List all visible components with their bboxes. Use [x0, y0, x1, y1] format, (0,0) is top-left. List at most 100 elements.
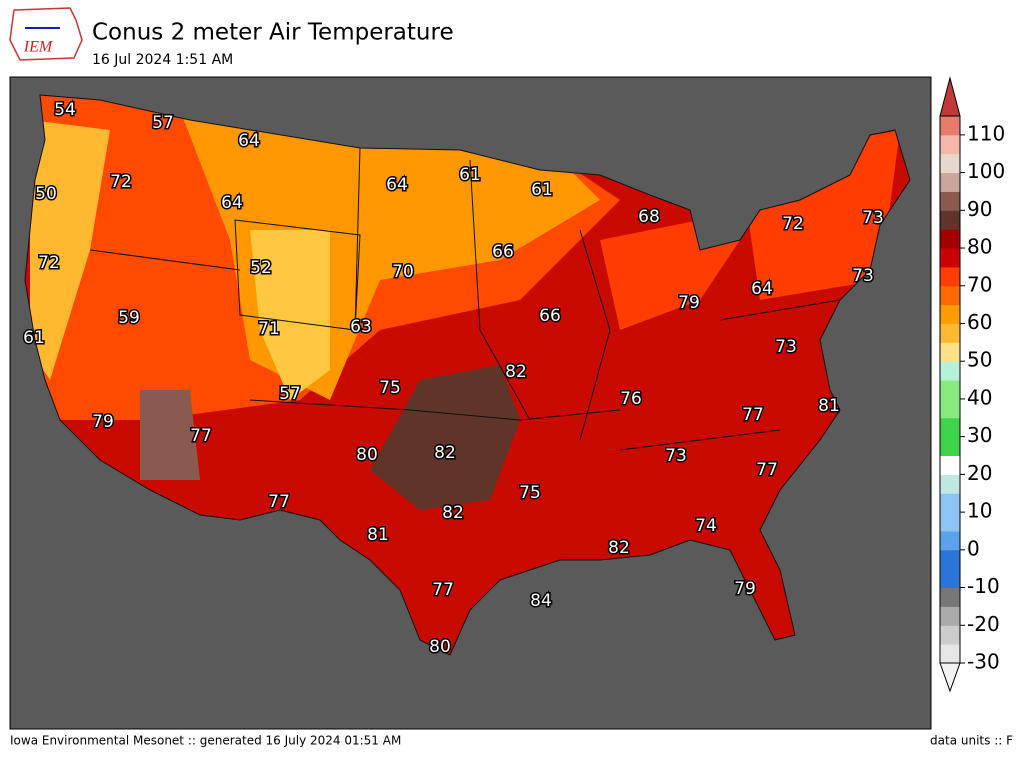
colorbar-tick-label: 80 [967, 235, 992, 259]
station-label: 77 [742, 405, 764, 425]
station-label: 79 [734, 579, 756, 599]
colorbar-segment [940, 361, 960, 381]
station-label: 61 [23, 328, 45, 348]
station-label: 77 [268, 492, 290, 512]
colorbar-segment [940, 323, 960, 343]
station-labels: 54 57 64 72 50 64 64 61 61 68 72 73 72 52 70 66 73 64 59 71… [22, 99, 886, 659]
station-label: 50 [35, 184, 57, 204]
station-label: 64 [751, 279, 773, 299]
station-label: 77 [756, 460, 778, 480]
station-label: 64 [238, 131, 260, 151]
colorbar-tick-label: 70 [967, 272, 992, 296]
subtitle: 16 Jul 2024 1:51 AM [92, 52, 233, 68]
colorbar-tick-label: 100 [967, 159, 1005, 183]
station-label: 57 [279, 384, 301, 404]
colorbar-tick-label: 50 [967, 348, 992, 372]
station-label: 64 [221, 193, 243, 213]
station-label: 66 [492, 242, 514, 262]
colorbar-segment [940, 229, 960, 249]
colorbar-segment [940, 285, 960, 306]
station-label: 84 [530, 591, 552, 611]
station-label: 72 [110, 172, 132, 192]
colorbar-segment [940, 549, 960, 570]
colorbar-segment [940, 512, 960, 532]
station-label: 81 [367, 525, 389, 545]
colorbar-tick-label: 40 [967, 385, 992, 409]
station-label: 77 [432, 580, 454, 600]
colorbar-segment [940, 304, 960, 324]
station-label: 82 [505, 362, 527, 382]
colorbar-tick-label: 90 [967, 197, 992, 221]
station-label: 68 [638, 207, 660, 227]
map: 54 57 64 72 50 64 64 61 61 68 72 73 72 52 70 66 73 64 59 71… [9, 76, 932, 730]
station-label: 79 [678, 293, 700, 313]
colorbar-tick-label: 60 [967, 310, 992, 334]
station-label: 77 [190, 426, 212, 446]
station-label: 82 [608, 538, 630, 558]
station-label: 75 [519, 483, 541, 503]
colorbar-segment [940, 530, 960, 551]
colorbar-high [939, 76, 961, 117]
footer-left: Iowa Environmental Mesonet :: generated … [10, 734, 401, 748]
colorbar-tick-label: 110 [967, 121, 1005, 145]
colorbar-low [939, 662, 961, 693]
station-label: 63 [350, 317, 372, 337]
colorbar-segment [940, 606, 960, 626]
station-label: 73 [862, 208, 884, 228]
colorbar-segment [940, 210, 960, 230]
colorbar: -30 -20 -10 0 10 20 30 40 50 60 70 80 90 100 110 [939, 76, 1005, 693]
station-label: 72 [782, 214, 804, 234]
colorbar-tick-label: 0 [967, 536, 980, 560]
station-label: 57 [152, 113, 174, 133]
colorbar-segment [940, 474, 960, 494]
colorbar-tick-label: 20 [967, 461, 992, 485]
logo-text: IEM [23, 39, 54, 56]
station-label: 61 [531, 180, 553, 200]
logo: IEM [9, 7, 83, 61]
colorbar-segment [940, 153, 960, 174]
station-label: 59 [118, 308, 140, 328]
colorbar-frame [939, 115, 961, 664]
station-label: 71 [258, 319, 280, 339]
station-label: 66 [539, 306, 561, 326]
colorbar-segment [940, 266, 960, 287]
title: Conus 2 meter Air Temperature [92, 20, 454, 46]
station-label: 81 [818, 396, 840, 416]
station-label: 64 [386, 175, 408, 195]
station-label: 73 [852, 266, 874, 286]
colorbar-segment [940, 248, 960, 268]
colorbar-tick-label: -10 [967, 574, 1000, 598]
colorbar-segment [940, 587, 960, 607]
colorbar-segment [940, 398, 960, 419]
state-borders [89, 147, 841, 451]
colorbar-segment [940, 134, 960, 155]
station-label: 72 [38, 253, 60, 273]
colorbar-segment [940, 380, 960, 400]
colorbar-segment [940, 568, 960, 589]
colorbar-segment [940, 436, 960, 457]
station-label: 82 [434, 443, 456, 463]
station-label: 74 [695, 516, 717, 536]
colorbar-segment [940, 342, 960, 362]
footer-right: data units :: F [930, 734, 1013, 748]
station-label: 82 [442, 503, 464, 523]
colorbar-segment [940, 625, 960, 645]
station-label: 79 [92, 412, 114, 432]
colorbar-tick-label: -20 [967, 612, 1000, 636]
colorbar-segment [940, 116, 960, 136]
station-label: 73 [775, 337, 797, 357]
station-label: 76 [620, 389, 642, 409]
station-label: 54 [54, 100, 76, 120]
colorbar-segment [940, 644, 960, 664]
station-label: 80 [356, 445, 378, 465]
station-label: 61 [459, 165, 481, 185]
colorbar-tick-label: 10 [967, 499, 992, 523]
colorbar-segment [940, 455, 960, 475]
station-label: 52 [250, 258, 272, 278]
colorbar-tick-label: 30 [967, 423, 992, 447]
station-label: 73 [665, 446, 687, 466]
colorbar-segment [940, 191, 960, 211]
station-label: 80 [429, 637, 451, 657]
logo-outline [9, 7, 83, 61]
